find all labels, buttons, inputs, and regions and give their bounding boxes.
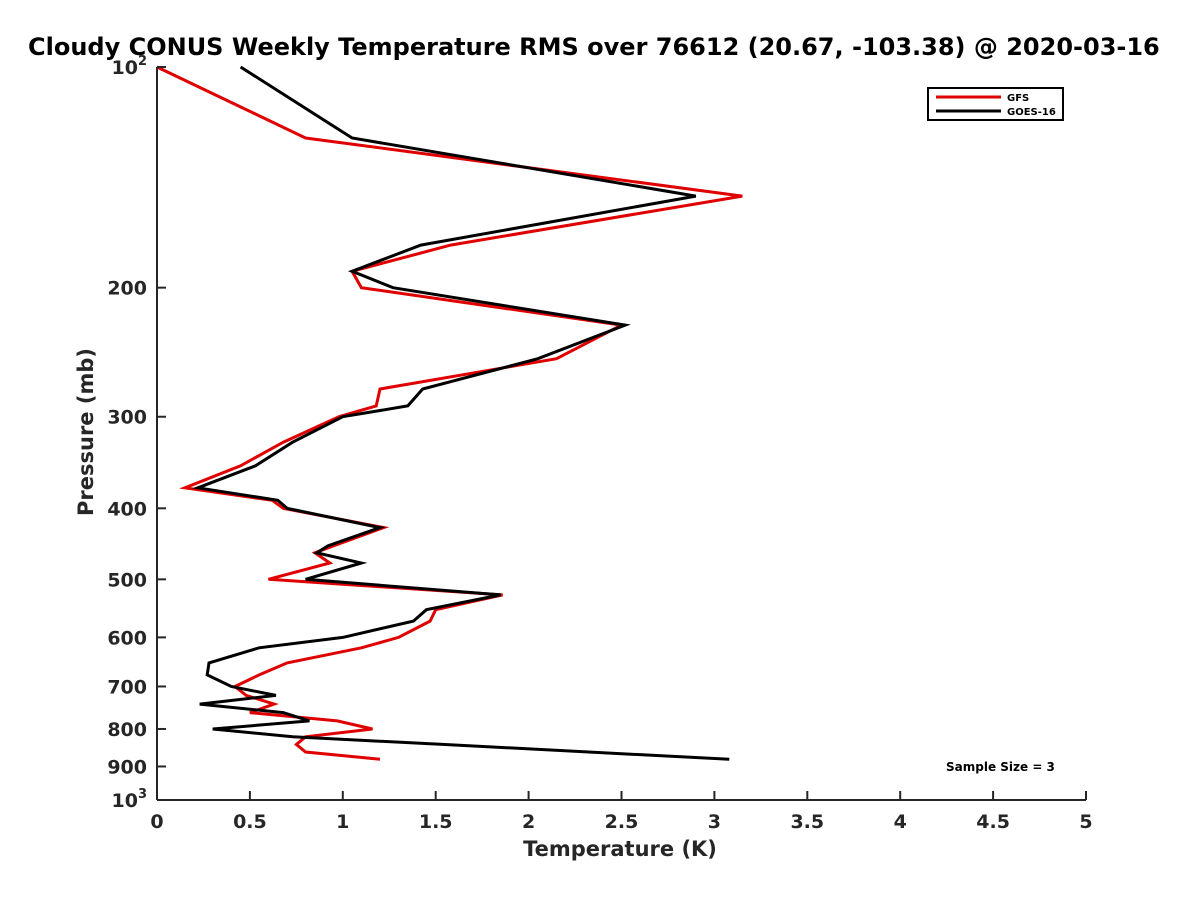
series-line-gfs: [156, 65, 743, 761]
series-line-goes-16: [192, 65, 730, 761]
x-tick-label: 2.5: [605, 811, 639, 833]
y-tick-label: 400: [107, 498, 147, 520]
axes: [156, 67, 1086, 801]
x-axis-label: Temperature (K): [523, 837, 717, 861]
x-tick-label: 2: [522, 811, 535, 833]
y-tick-label: 103: [112, 787, 148, 812]
y-axis-label: Pressure (mb): [74, 348, 98, 516]
plot-lines: [156, 65, 743, 761]
y-tick-label: 900: [107, 756, 147, 778]
x-tick-label: 1: [336, 811, 349, 833]
legend-entry: GOES-16: [1007, 107, 1056, 118]
y-tick-label: 600: [107, 627, 147, 649]
legend: GFS GOES-16: [927, 87, 1064, 121]
x-tick-label: 4.5: [976, 811, 1010, 833]
x-tick-label: 3.5: [790, 811, 824, 833]
y-tick-label: 500: [107, 569, 147, 591]
y-tick-label: 102: [112, 54, 148, 79]
x-tick-label: 0: [150, 811, 163, 833]
y-tick-label: 800: [107, 719, 147, 741]
x-tick-label: 0.5: [233, 811, 267, 833]
x-tick-label: 1.5: [419, 811, 453, 833]
legend-box: [927, 87, 1064, 121]
y-tick-label: 300: [107, 407, 147, 429]
legend-entry: GFS: [1007, 93, 1029, 104]
x-tick-label: 3: [708, 811, 721, 833]
y-tick-label: 700: [107, 676, 147, 698]
x-tick-label: 5: [1079, 811, 1092, 833]
y-tick-label: 200: [107, 278, 147, 300]
chart-title: Cloudy CONUS Weekly Temperature RMS over…: [28, 33, 1160, 61]
x-tick-label: 4: [894, 811, 907, 833]
ticks: 0 0.5 1 1.5 2 2.5 3 3.5 4 4.5 5 102 200 300 400 500 600 7…: [107, 54, 1092, 833]
sample-size-annotation: Sample Size = 3: [946, 760, 1055, 774]
